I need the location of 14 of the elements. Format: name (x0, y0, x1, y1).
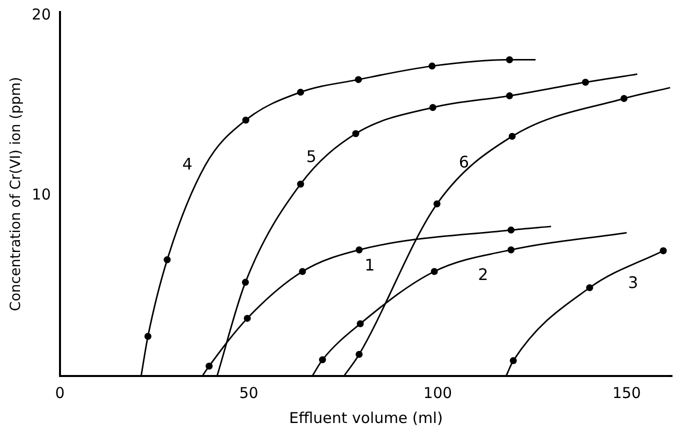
x-tick-label: 0 (55, 384, 65, 402)
annotation: 5 (306, 147, 316, 166)
annotation: 2 (478, 264, 488, 284)
x-tick-label: 100 (423, 384, 452, 402)
y-tick-label: 10 (32, 186, 51, 204)
annotation: 3 (628, 273, 638, 292)
annotation: 1 (364, 256, 375, 275)
y-axis-title: Concentration of Cr(VI) ion (ppm) (8, 76, 24, 312)
annotation: 6 (458, 152, 470, 172)
x-tick-label: 50 (239, 384, 258, 402)
x-tick-label: 150 (612, 384, 641, 402)
y-tick-label: 20 (32, 5, 51, 24)
annotation: 4 (182, 154, 192, 174)
x-axis-title: Effluent volume (ml) (289, 408, 443, 427)
